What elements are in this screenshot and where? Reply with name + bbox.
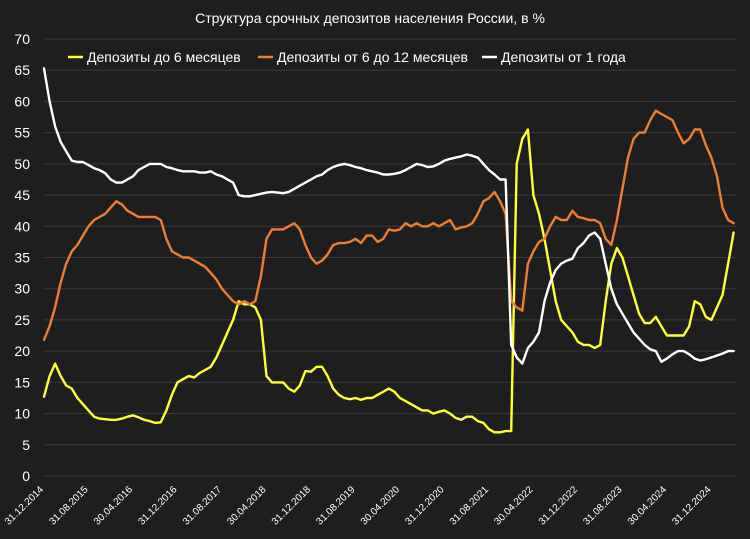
x-tick-label: 31.12.2018	[270, 484, 313, 527]
y-tick-label: 25	[14, 312, 30, 328]
x-tick-label: 30.04.2024	[626, 484, 669, 527]
x-tick-label: 31.08.2021	[448, 484, 491, 527]
x-tick-label: 30.04.2022	[492, 484, 535, 527]
y-tick-label: 45	[14, 187, 30, 203]
chart-title: Структура срочных депозитов населения Ро…	[195, 10, 545, 26]
x-tick-label: 31.12.2014	[3, 484, 46, 527]
x-tick-label: 30.04.2020	[359, 484, 402, 527]
legend-label-1: Депозиты до 6 месяцев	[87, 49, 241, 65]
gridlines	[44, 38, 736, 477]
y-tick-label: 5	[22, 437, 30, 453]
x-tick-label: 30.04.2018	[225, 484, 268, 527]
y-tick-label: 50	[14, 156, 30, 172]
y-tick-label: 40	[14, 218, 30, 234]
y-tick-label: 30	[14, 281, 30, 297]
y-tick-label: 35	[14, 250, 30, 266]
y-axis-ticks: 0 5 10 15 20 25 30 35 40 45 50 55 60 65 70	[14, 31, 30, 484]
y-tick-label: 55	[14, 125, 30, 141]
series-lines	[42, 67, 735, 434]
legend-label-3: Депозиты от 1 года	[501, 49, 626, 65]
y-tick-label: 15	[14, 374, 30, 390]
x-tick-label: 31.08.2023	[581, 484, 624, 527]
y-tick-label: 65	[14, 62, 30, 78]
series-line-1	[42, 128, 735, 434]
y-tick-label: 70	[14, 31, 30, 47]
series-line-3	[42, 67, 735, 365]
y-tick-label: 10	[14, 406, 30, 422]
x-tick-label: 31.12.2016	[136, 484, 179, 527]
y-tick-label: 60	[14, 93, 30, 109]
x-tick-label: 30.04.2016	[92, 484, 135, 527]
x-tick-label: 31.12.2024	[670, 484, 713, 527]
x-tick-label: 31.12.2020	[403, 484, 446, 527]
x-axis-ticks: 31.12.2014 31.08.2015 30.04.2016 31.12.2016…	[3, 484, 714, 527]
x-tick-label: 31.08.2019	[314, 484, 357, 527]
x-tick-label: 31.08.2017	[181, 484, 224, 527]
series-line-2	[42, 109, 735, 342]
legend-label-2: Депозиты от 6 до 12 месяцев	[277, 49, 468, 65]
legend: Депозиты до 6 месяцев Депозиты от 6 до 12…	[68, 49, 626, 65]
x-tick-label: 31.12.2022	[537, 484, 580, 527]
y-tick-label: 20	[14, 343, 30, 359]
x-tick-label: 31.08.2015	[47, 484, 90, 527]
y-tick-label: 0	[22, 468, 30, 484]
